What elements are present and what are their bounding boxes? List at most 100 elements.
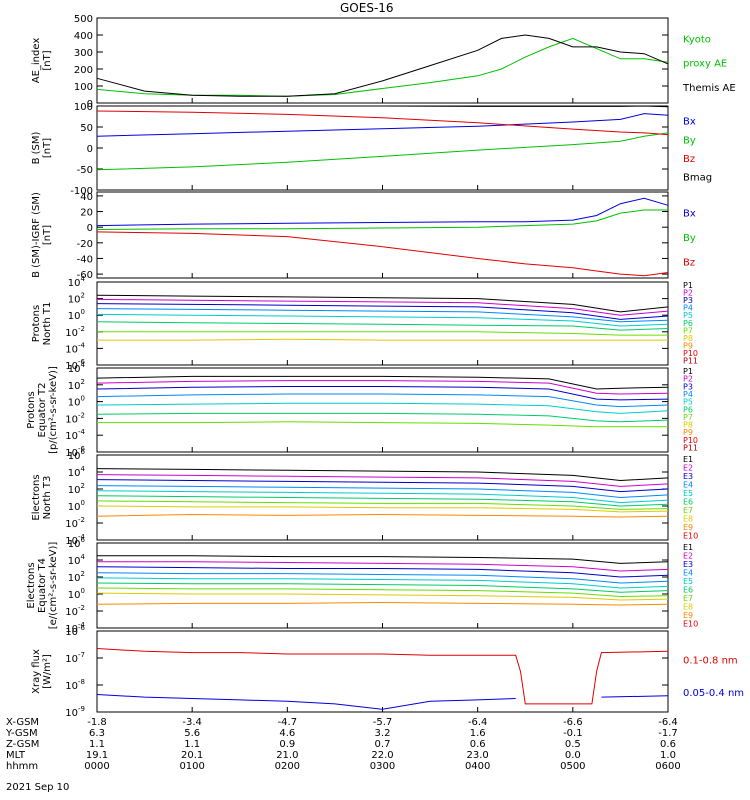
panel-4-ylabel: Protons [31, 305, 42, 342]
panel-5-legend-7: P7 [683, 413, 693, 422]
panel-5-ytick-label: 104 [68, 361, 86, 375]
panel-3-ylabel: B (SM)-IGRF (SM) [31, 192, 42, 278]
panel-6-ytick-label: 106 [68, 448, 86, 462]
panel-5-ylabel: Equator T2 [37, 383, 48, 438]
ephemeris-label-hhmm: hhmm [6, 761, 38, 772]
panel-6-legend-1: E1 [683, 455, 693, 464]
panel-4-legend-6: P6 [683, 319, 693, 328]
panel-8-frame [96, 630, 669, 713]
panel-3-ytick-label: -20 [77, 239, 93, 250]
panel-6-frame [96, 454, 669, 541]
panel-6-series-e4 [96, 485, 669, 499]
panel-8-series-0-05-0-4-nm [96, 694, 669, 710]
panel-7-legend-10: E10 [683, 619, 698, 628]
panel-7-series-e5 [96, 577, 669, 589]
panel-8-ytick-label: 10-6 [65, 624, 85, 638]
panel-2-ytick-label: 100 [74, 102, 93, 113]
panel-7-series-e3 [96, 566, 669, 578]
panel-7-ylabel: [e/(cm²-s-sr-keV)] [48, 542, 59, 630]
panel-6-series-e5 [96, 490, 669, 504]
panel-4-ytick-label: 100 [68, 308, 85, 322]
panel-4-series-p3 [96, 303, 669, 320]
panel-4-legend-11: P11 [683, 356, 698, 365]
ephemeris-value: -1.8 [87, 717, 107, 728]
panel-4-ytick-label: 102 [68, 292, 85, 306]
panel-5-legend-6: P6 [683, 405, 693, 414]
panel-4-series-p8 [97, 338, 668, 341]
panel-7-series-e9 [96, 601, 669, 606]
ephemeris-value: 0300 [370, 761, 395, 772]
ephemeris-value: 4.6 [279, 728, 295, 739]
ephemeris-value: 22.0 [371, 750, 393, 761]
panel-3-ylabel: [nT] [42, 225, 53, 245]
ephemeris-label-y-gsm: Y-GSM [5, 728, 38, 739]
ephemeris-value: -6.4 [468, 717, 488, 728]
panel-2-series-by [96, 132, 669, 171]
panel-6-series-e8 [96, 505, 669, 513]
panel-6-legend-2: E2 [683, 463, 693, 472]
panel-7-legend-2: E2 [683, 551, 693, 560]
panel-4-series-p2 [96, 298, 669, 316]
panel-7-series-e8 [96, 592, 669, 601]
panel-6-legend-4: E4 [683, 480, 693, 489]
panel-3-legend-3: Bz [683, 258, 695, 269]
ephemeris-value: -6.4 [658, 717, 678, 728]
panel-1-frame [96, 17, 669, 104]
chart-title: GOES-16 [340, 1, 394, 15]
panel-5-legend-2: P2 [683, 375, 693, 384]
panel-4-frame [96, 281, 669, 366]
panel-7-series-e1 [97, 555, 669, 564]
panel-5-series-p1 [96, 375, 669, 390]
panel-5-legend-1: P1 [683, 367, 693, 376]
ephemeris-label-z-gsm: Z-GSM [6, 739, 39, 750]
panel-6-legend-6: E6 [683, 497, 693, 506]
panel-8-legend-2: 0.05-0.4 nm [683, 688, 744, 699]
ephemeris-value: -4.7 [278, 717, 298, 728]
panel-7-legend-8: E8 [683, 602, 693, 611]
panel-7-legend-1: E1 [683, 543, 693, 552]
panel-4-legend-8: P8 [683, 334, 693, 343]
panel-7-legend-3: E3 [683, 560, 693, 569]
panel-1-ylabel: AE_index [31, 38, 42, 84]
panel-5-legend-3: P3 [683, 382, 693, 391]
panel-6-legend-10: E10 [683, 531, 698, 540]
panel-4-legend-5: P5 [683, 311, 693, 320]
panel-6-series-e3 [96, 479, 669, 493]
panel-4-series-p6 [96, 321, 669, 331]
panel-3-series-bx [96, 197, 669, 227]
ephemeris-value: 0500 [560, 761, 585, 772]
panel-2-legend-2: By [683, 135, 696, 146]
panel-6-legend-3: E3 [683, 472, 693, 481]
panel-2-ytick-label: -50 [77, 165, 93, 176]
panel-6-series-e6 [96, 495, 669, 507]
panel-2-series-bx [96, 113, 669, 137]
panel-6-series-e9 [96, 513, 669, 518]
ephemeris-value: -1.7 [658, 728, 678, 739]
ephemeris-value: 21.0 [276, 750, 298, 761]
panel-5-legend-4: P4 [683, 390, 693, 399]
panel-7-series-e6 [96, 582, 669, 593]
panel-7-series-e2 [97, 561, 669, 572]
panel-1-legend-3: Themis AE [682, 83, 736, 94]
panel-7-ytick-label: 100 [68, 587, 85, 601]
panel-6-ytick-label: 102 [68, 482, 85, 496]
ephemeris-value: -0.1 [563, 728, 583, 739]
ephemeris-value: 0.6 [660, 739, 676, 750]
ephemeris-value: 0600 [655, 761, 680, 772]
panel-4-legend-1: P1 [683, 281, 693, 290]
panel-4-series-p5 [96, 313, 669, 327]
panel-7-ylabel: Equator T4 [37, 558, 48, 613]
ephemeris-label-x-gsm: X-GSM [6, 717, 39, 728]
panel-6-series-e2 [96, 474, 669, 487]
panel-6-legend-8: E8 [683, 514, 693, 523]
panel-5-ytick-label: 102 [68, 378, 85, 392]
ephemeris-value: 0.0 [565, 750, 581, 761]
panel-5-ytick-label: 10-4 [65, 428, 85, 442]
panel-3-series-bz [96, 231, 669, 277]
panel-3-legend-2: By [683, 233, 696, 244]
panel-3-legend-1: Bx [683, 209, 696, 220]
panel-5-series-p7 [97, 421, 668, 428]
date-label: 2021 Sep 10 [6, 782, 70, 793]
panel-6-ylabel: Electrons [31, 474, 42, 520]
ephemeris-value: 6.3 [89, 728, 105, 739]
